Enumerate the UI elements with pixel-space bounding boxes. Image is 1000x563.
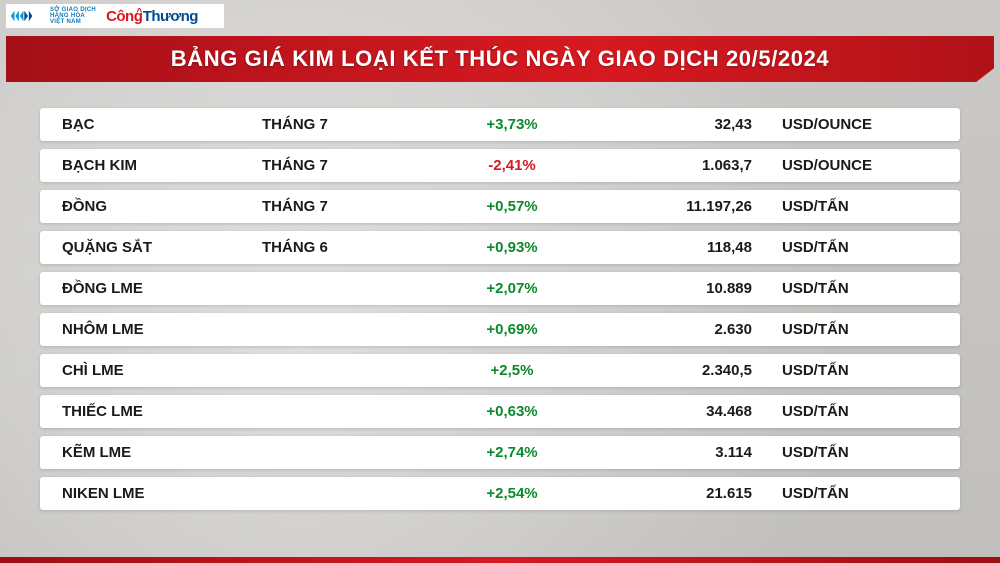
change-percent: +0,57% (432, 198, 592, 215)
title-bar: BẢNG GIÁ KIM LOẠI KẾT THÚC NGÀY GIAO DỊC… (6, 36, 994, 82)
price-unit: USD/TẤN (782, 403, 938, 420)
metal-name: NHÔM LME (62, 321, 262, 338)
change-percent: +2,74% (432, 444, 592, 461)
metal-name: QUẶNG SẮT (62, 239, 262, 256)
price-unit: USD/TẤN (782, 280, 938, 297)
price-value: 3.114 (592, 444, 782, 461)
contract-month: THÁNG 6 (262, 239, 432, 256)
brand-caret-icon: ^ (136, 7, 141, 18)
change-percent: +0,63% (432, 403, 592, 420)
metal-name: ĐỒNG (62, 198, 262, 215)
title-bar-wrap: BẢNG GIÁ KIM LOẠI KẾT THÚC NGÀY GIAO DỊC… (0, 36, 1000, 82)
table-row: CHÌ LME +2,5%2.340,5USD/TẤN (40, 354, 960, 387)
price-unit: USD/TẤN (782, 485, 938, 502)
contract-month: THÁNG 7 (262, 198, 432, 215)
metal-name: KẼM LME (62, 444, 262, 461)
table-row: ĐỒNGTHÁNG 7+0,57%11.197,26USD/TẤN (40, 190, 960, 223)
board-title: BẢNG GIÁ KIM LOẠI KẾT THÚC NGÀY GIAO DỊC… (171, 46, 830, 72)
table-row: KẼM LME +2,74%3.114USD/TẤN (40, 436, 960, 469)
price-table: BẠCTHÁNG 7+3,73%32,43USD/OUNCEBẠCH KIMTH… (40, 108, 960, 510)
logo-strip: SỞ GIAO DỊCH HÀNG HÓA VIỆT NAM Công ^ Th… (6, 4, 224, 28)
table-row: NIKEN LME +2,54%21.615USD/TẤN (40, 477, 960, 510)
price-value: 34.468 (592, 403, 782, 420)
change-percent: +0,93% (432, 239, 592, 256)
price-value: 2.630 (592, 321, 782, 338)
table-row: NHÔM LME +0,69%2.630USD/TẤN (40, 313, 960, 346)
price-value: 32,43 (592, 116, 782, 133)
price-unit: USD/OUNCE (782, 157, 938, 174)
price-unit: USD/OUNCE (782, 116, 938, 133)
org-name-line: VIỆT NAM (50, 19, 96, 25)
metal-name: ĐỒNG LME (62, 280, 262, 297)
exchange-logo-icon (10, 7, 44, 25)
price-unit: USD/TẤN (782, 239, 938, 256)
price-value: 2.340,5 (592, 362, 782, 379)
metal-name: BẠC (62, 116, 262, 133)
price-unit: USD/TẤN (782, 444, 938, 461)
table-row: QUẶNG SẮTTHÁNG 6+0,93%118,48USD/TẤN (40, 231, 960, 264)
table-row: BẠCH KIMTHÁNG 7-2,41%1.063,7USD/OUNCE (40, 149, 960, 182)
change-percent: -2,41% (432, 157, 592, 174)
footer-accent-bar (0, 557, 1000, 563)
price-value: 118,48 (592, 239, 782, 256)
change-percent: +2,54% (432, 485, 592, 502)
price-unit: USD/TẤN (782, 362, 938, 379)
price-value: 11.197,26 (592, 198, 782, 215)
metal-name: CHÌ LME (62, 362, 262, 379)
metal-name: NIKEN LME (62, 485, 262, 502)
metal-name: BẠCH KIM (62, 157, 262, 174)
price-value: 1.063,7 (592, 157, 782, 174)
table-row: THIẾC LME +0,63%34.468USD/TẤN (40, 395, 960, 428)
publication-logo: Công ^ Thương (106, 8, 198, 25)
contract-month: THÁNG 7 (262, 116, 432, 133)
metal-name: THIẾC LME (62, 403, 262, 420)
change-percent: +2,5% (432, 362, 592, 379)
table-row: ĐỒNG LME +2,07%10.889USD/TẤN (40, 272, 960, 305)
table-row: BẠCTHÁNG 7+3,73%32,43USD/OUNCE (40, 108, 960, 141)
change-percent: +0,69% (432, 321, 592, 338)
price-unit: USD/TẤN (782, 321, 938, 338)
contract-month: THÁNG 7 (262, 157, 432, 174)
metal-price-board: SỞ GIAO DỊCH HÀNG HÓA VIỆT NAM Công ^ Th… (0, 0, 1000, 563)
price-value: 21.615 (592, 485, 782, 502)
price-value: 10.889 (592, 280, 782, 297)
brand-part2: Thương (143, 8, 198, 25)
change-percent: +3,73% (432, 116, 592, 133)
exchange-name: SỞ GIAO DỊCH HÀNG HÓA VIỆT NAM (50, 7, 96, 25)
change-percent: +2,07% (432, 280, 592, 297)
price-unit: USD/TẤN (782, 198, 938, 215)
